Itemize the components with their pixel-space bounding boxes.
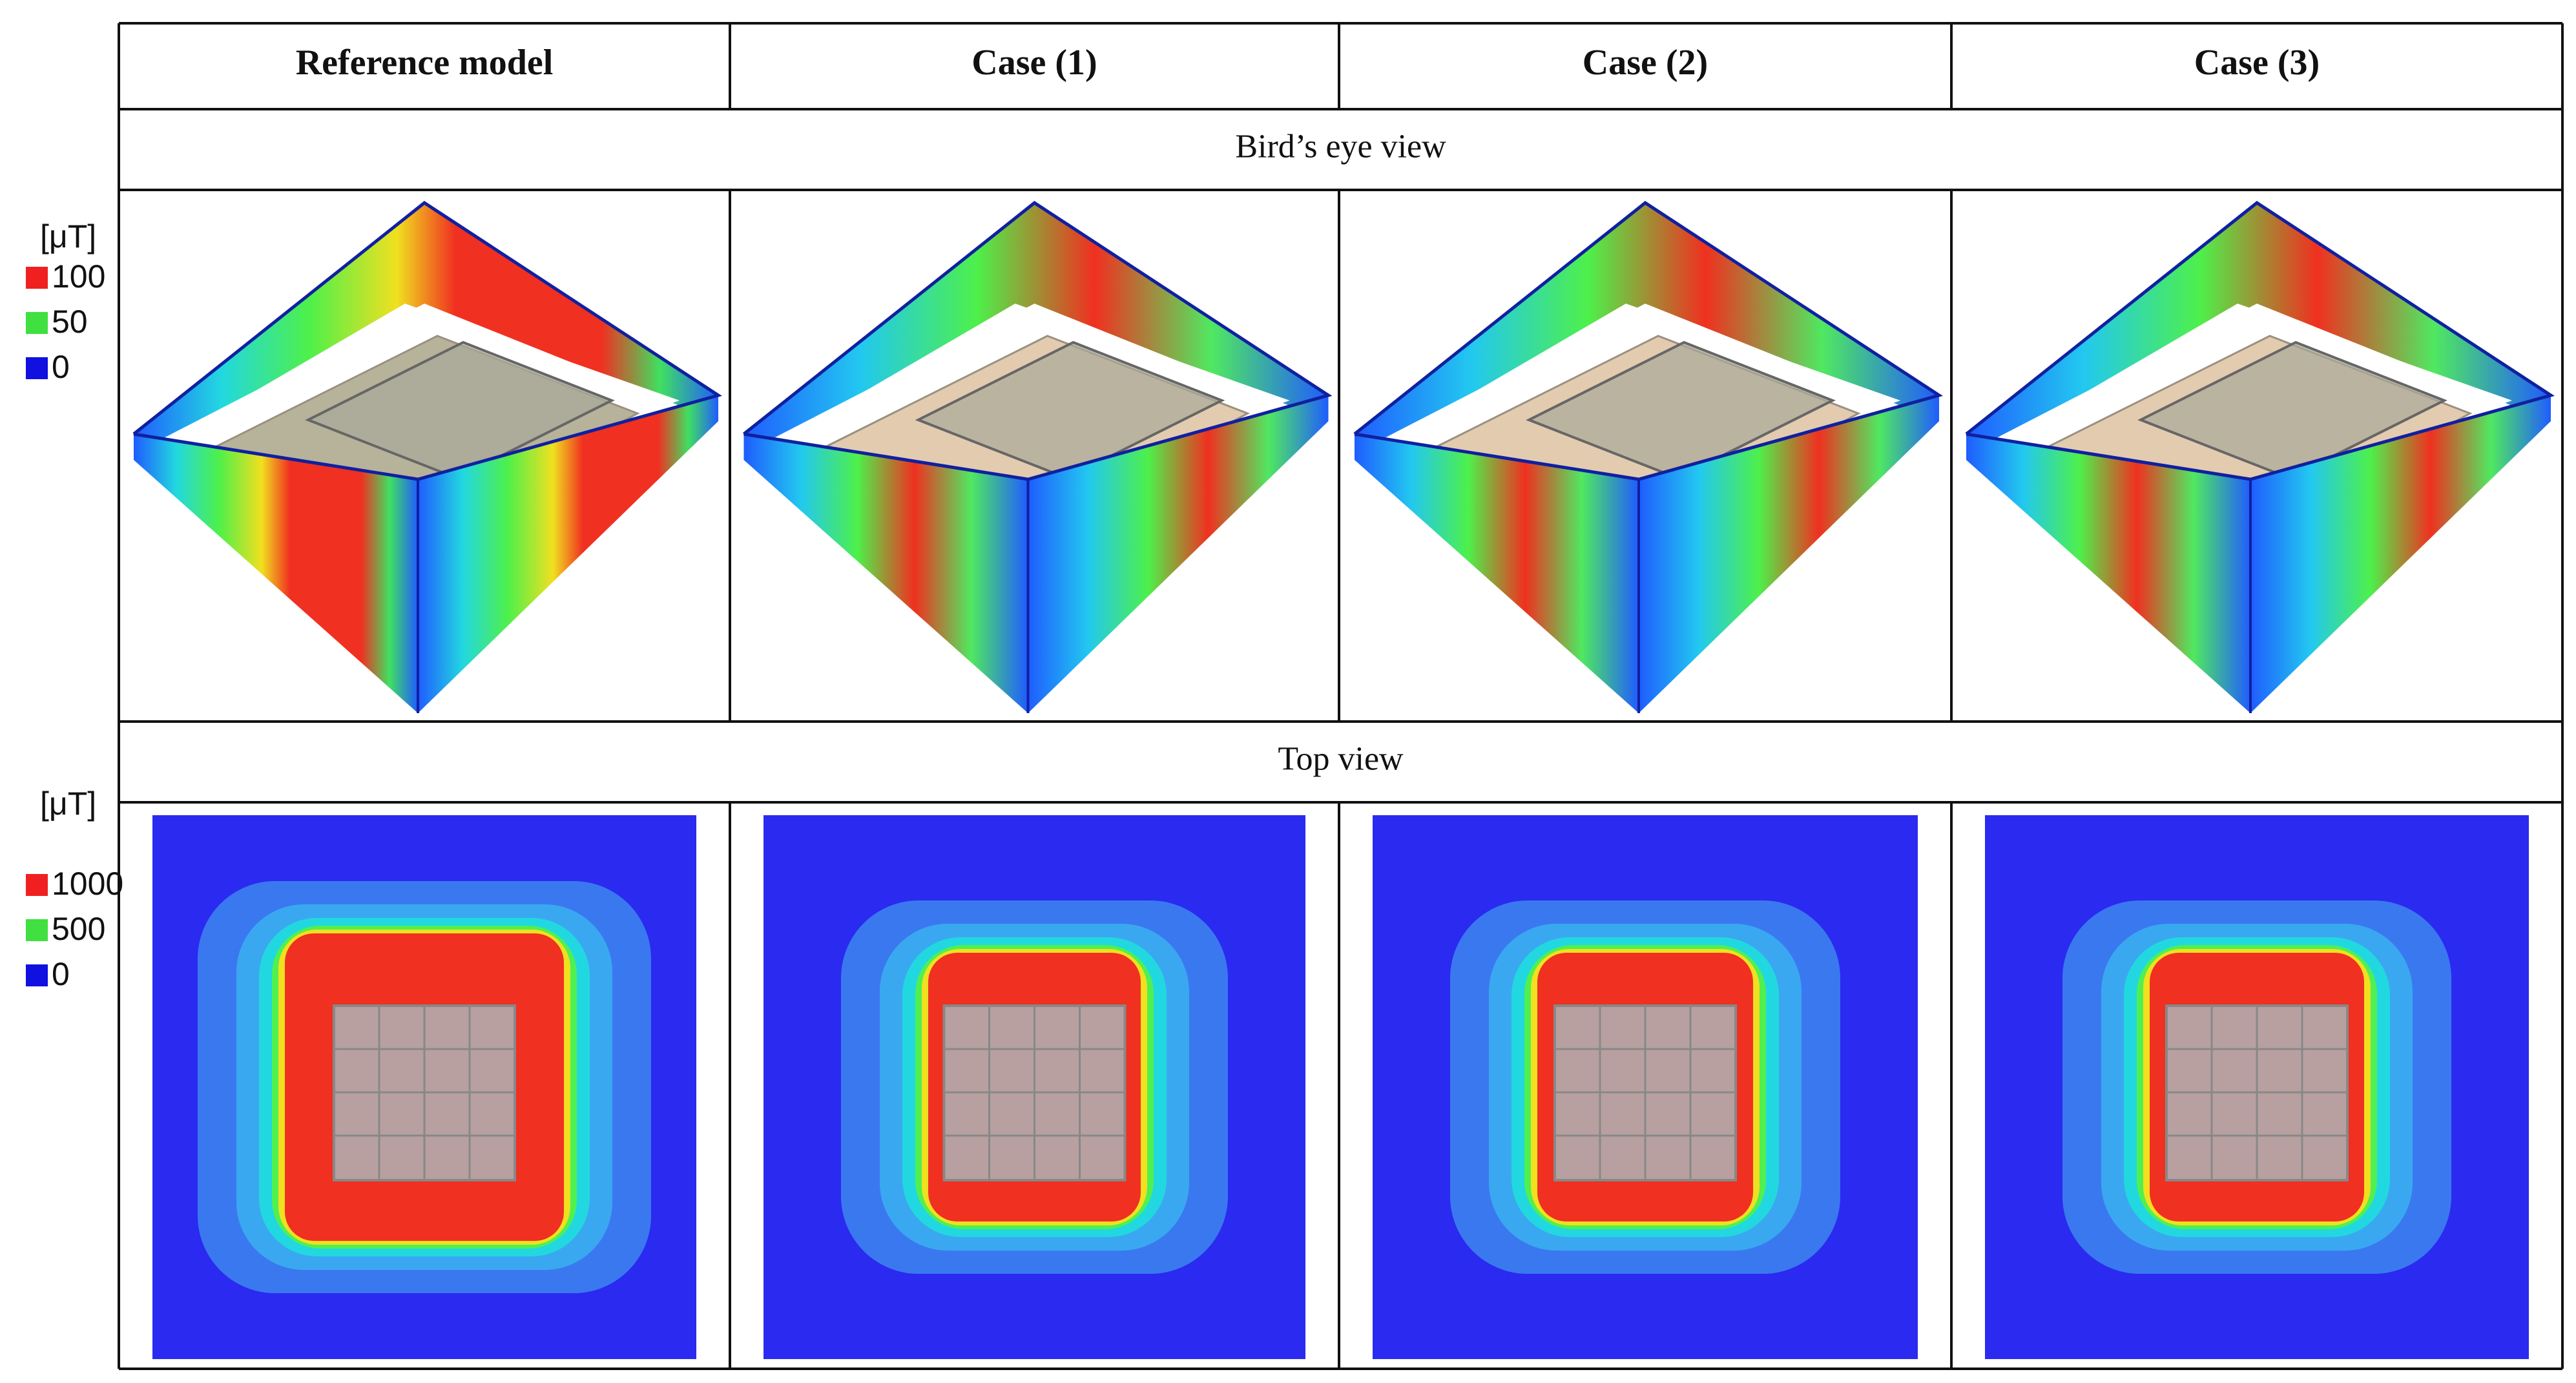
- legend-swatch: [26, 919, 48, 941]
- front-right-wall: [418, 395, 718, 713]
- legend-swatch: [26, 964, 48, 986]
- birds-eye-figure: [742, 200, 1333, 713]
- birds-eye-figure: [1353, 200, 1943, 713]
- top-view-figure: [152, 815, 696, 1359]
- column-header: Case (1): [971, 43, 1097, 83]
- legend-label: 500: [52, 911, 105, 947]
- figures: [132, 200, 2555, 1359]
- front-left-wall: [1966, 434, 2250, 713]
- back-wall: [743, 203, 1329, 453]
- birds-eye-figure: [1965, 200, 2555, 713]
- top-view-figure: [763, 815, 1305, 1359]
- top-view-figure: [1985, 815, 2529, 1359]
- legend-swatch: [26, 267, 48, 289]
- front-left-wall: [134, 434, 418, 713]
- back-wall: [1966, 203, 2551, 453]
- front-left-wall: [743, 434, 1028, 713]
- back-wall: [134, 203, 718, 453]
- column-header: Reference model: [296, 43, 554, 83]
- front-right-wall: [1639, 395, 1939, 713]
- legend-unit: [μT]: [40, 785, 96, 822]
- legend-label: 0: [52, 956, 70, 992]
- column-header: Case (3): [2194, 43, 2320, 83]
- box-edge: [1965, 200, 2555, 481]
- legend-label: 100: [52, 258, 105, 295]
- front-left-wall: [1355, 434, 1639, 713]
- legend-swatch: [26, 312, 48, 334]
- back-wall: [1355, 203, 1939, 453]
- column-header: Case (2): [1583, 43, 1708, 83]
- table-rules: [118, 22, 2564, 1370]
- legend-unit: [μT]: [40, 218, 96, 255]
- section-label: Top view: [1278, 740, 1404, 777]
- box-edge: [742, 200, 1333, 481]
- birds-eye-figure: [132, 200, 722, 713]
- legend-label: 0: [52, 349, 70, 385]
- legend-swatch: [26, 357, 48, 379]
- box-edge: [132, 200, 722, 481]
- legend-label: 50: [52, 304, 88, 340]
- front-right-wall: [2250, 395, 2551, 713]
- section-label: Bird’s eye view: [1235, 128, 1446, 165]
- front-right-wall: [1028, 395, 1329, 713]
- box-edge: [1353, 200, 1943, 481]
- legend-label: 1000: [52, 866, 123, 902]
- legend-swatch: [26, 874, 48, 896]
- texts: Reference model Case (1) Case (2) Case (3) B…: [26, 43, 2320, 992]
- top-view-figure: [1373, 815, 1918, 1359]
